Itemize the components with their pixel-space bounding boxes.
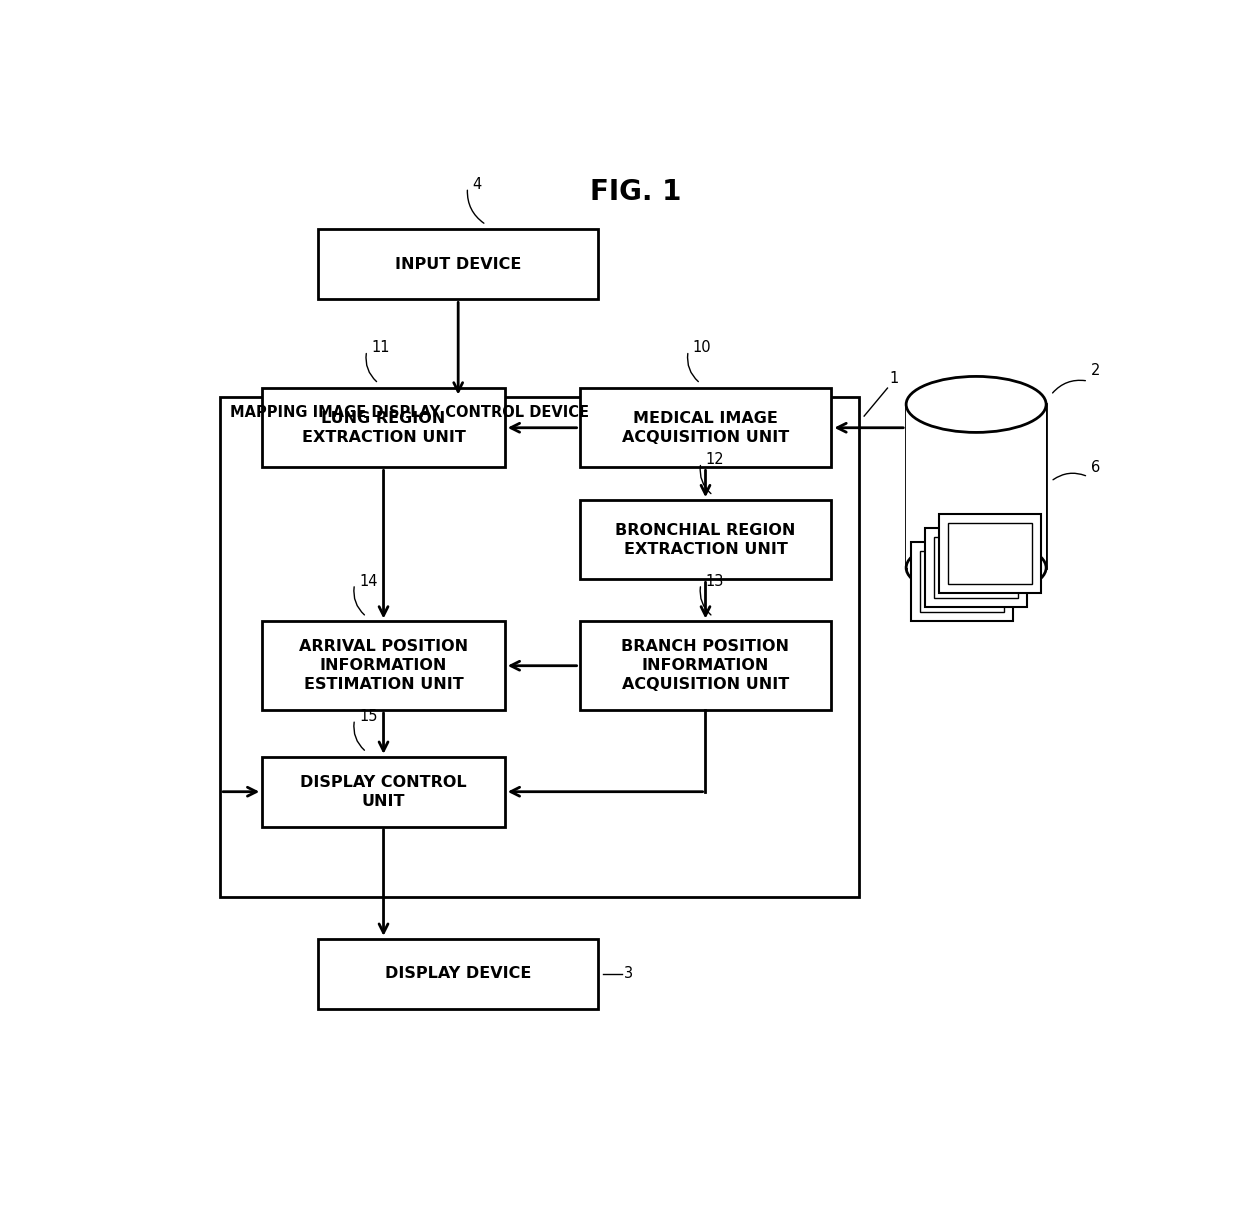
Bar xyxy=(262,622,505,710)
Ellipse shape xyxy=(906,377,1047,433)
Bar xyxy=(906,405,1047,567)
Text: BRANCH POSITION
INFORMATION
ACQUISITION UNIT: BRANCH POSITION INFORMATION ACQUISITION … xyxy=(621,639,790,692)
Bar xyxy=(221,398,859,897)
Text: DISPLAY CONTROL
UNIT: DISPLAY CONTROL UNIT xyxy=(300,774,466,808)
Text: 13: 13 xyxy=(706,573,724,589)
Text: 12: 12 xyxy=(706,452,724,468)
Text: 11: 11 xyxy=(372,341,389,355)
Text: 4: 4 xyxy=(472,177,481,193)
Bar xyxy=(262,756,505,827)
Text: 1: 1 xyxy=(889,371,899,387)
Bar xyxy=(319,229,598,299)
Text: 2: 2 xyxy=(1091,364,1100,378)
Text: 3: 3 xyxy=(624,966,634,982)
Bar xyxy=(319,938,598,1008)
Text: ARRIVAL POSITION
INFORMATION
ESTIMATION UNIT: ARRIVAL POSITION INFORMATION ESTIMATION … xyxy=(299,639,467,692)
Bar xyxy=(949,524,1032,584)
Text: FIG. 1: FIG. 1 xyxy=(590,178,681,206)
Text: 6: 6 xyxy=(1091,459,1100,475)
Text: INPUT DEVICE: INPUT DEVICE xyxy=(396,257,521,271)
Text: MEDICAL IMAGE
ACQUISITION UNIT: MEDICAL IMAGE ACQUISITION UNIT xyxy=(622,411,789,445)
Text: 10: 10 xyxy=(693,341,712,355)
Bar xyxy=(939,514,1042,594)
Bar xyxy=(262,388,505,468)
Text: 14: 14 xyxy=(360,573,378,589)
Text: 15: 15 xyxy=(360,709,378,724)
Bar xyxy=(934,537,1018,598)
Bar xyxy=(920,551,1004,612)
Bar xyxy=(925,528,1028,607)
Text: DISPLAY DEVICE: DISPLAY DEVICE xyxy=(384,966,532,982)
Bar xyxy=(579,622,832,710)
Bar xyxy=(911,542,1013,622)
Text: LUNG REGION
EXTRACTION UNIT: LUNG REGION EXTRACTION UNIT xyxy=(301,411,465,445)
Text: MAPPING IMAGE DISPLAY CONTROL DEVICE: MAPPING IMAGE DISPLAY CONTROL DEVICE xyxy=(229,405,589,419)
Text: BRONCHIAL REGION
EXTRACTION UNIT: BRONCHIAL REGION EXTRACTION UNIT xyxy=(615,522,796,556)
Bar xyxy=(579,501,832,579)
Bar xyxy=(579,388,832,468)
